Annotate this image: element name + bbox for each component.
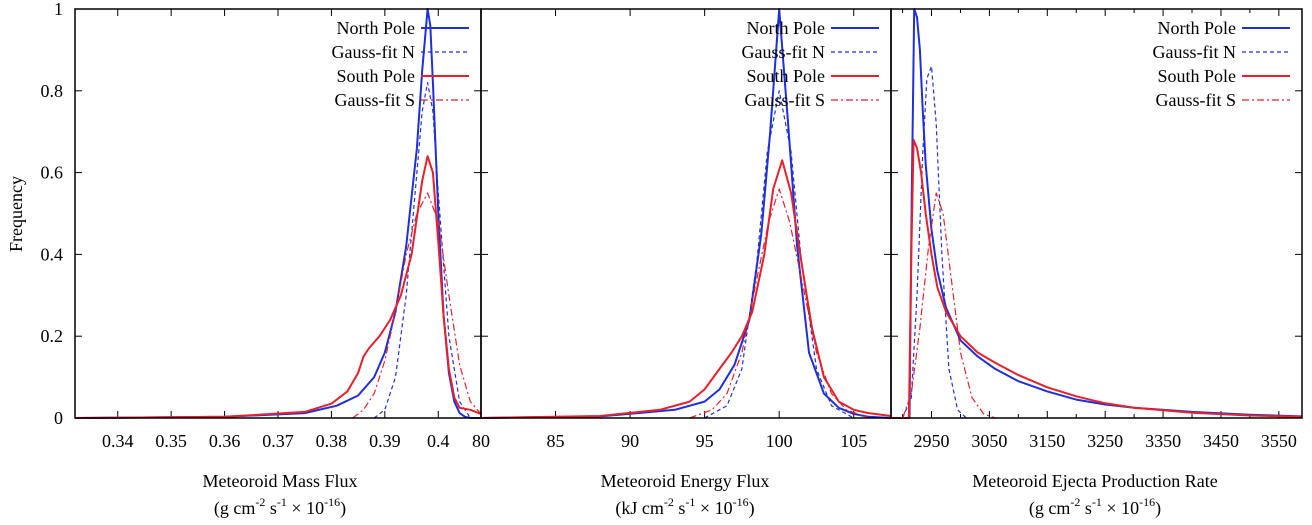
x-axis-unit-energy: (kJ cm-2 s-1 × 10-16)	[615, 495, 754, 519]
series-line-north-pole	[480, 8, 892, 419]
x-tick-label: 2950	[914, 431, 950, 451]
x-tick-label: 0.38	[316, 431, 348, 451]
x-tick-label: 80	[472, 431, 490, 451]
x-axis-unit-ejecta: (g cm-2 s-1 × 10-16)	[1029, 495, 1161, 519]
series-line-gauss-fit-s	[352, 192, 482, 419]
panel-plot-2: 80 85 90 95 100 105 North Pole Gauss-fit N South…	[472, 8, 892, 451]
x-tick-label: 0.39	[369, 431, 401, 451]
series-line-gauss-fit-s	[902, 192, 996, 419]
legend-label: Gauss-fit N	[1153, 42, 1237, 62]
series-line-north-pole	[891, 8, 1303, 419]
legend-label: South Pole	[746, 66, 825, 86]
series-line-south-pole	[891, 138, 1303, 419]
x-tick-label: 3050	[971, 431, 1007, 451]
x-tick-label: 3550	[1261, 431, 1297, 451]
series-line-gauss-fit-n	[704, 90, 854, 419]
panel-ejecta-rate: Meteoroid Ejecta Production Rate (g cm-2…	[972, 471, 1217, 519]
legend-label: North Pole	[747, 18, 826, 38]
y-tick-label: 0.8	[41, 81, 64, 101]
panel-frame	[74, 8, 482, 419]
y-tick-label: 0.2	[41, 326, 64, 346]
x-tick-label: 3450	[1203, 431, 1239, 451]
panel-mass-flux: Meteoroid Mass Flux (g cm-2 s-1 × 10-16)	[203, 471, 358, 519]
legend-label: Gauss-fit S	[335, 90, 416, 110]
x-tick-label: 3150	[1029, 431, 1065, 451]
x-axis-unit-mass: (g cm-2 s-1 × 10-16)	[214, 495, 346, 519]
legend-label: Gauss-fit S	[745, 90, 826, 110]
x-tick-label: 0.34	[102, 431, 134, 451]
x-tick-label: 85	[547, 431, 565, 451]
legend-label: Gauss-fit N	[742, 42, 826, 62]
y-tick-label: 0	[54, 408, 63, 428]
x-tick-label: 90	[621, 431, 639, 451]
panel-frame	[480, 8, 892, 419]
panel-frame	[890, 8, 1303, 419]
x-tick-label: 0.37	[262, 431, 294, 451]
x-tick-label: 100	[766, 431, 793, 451]
series-line-south-pole	[480, 159, 892, 419]
series-line-south-pole	[74, 155, 482, 419]
y-tick-label: 0.6	[41, 163, 64, 183]
panel-energy-flux: Meteoroid Energy Flux (kJ cm-2 s-1 × 10-…	[601, 471, 770, 519]
x-tick-label: 95	[696, 431, 714, 451]
x-tick-label: 105	[840, 431, 867, 451]
legend-label: South Pole	[1157, 66, 1236, 86]
series-line-gauss-fit-s	[689, 188, 869, 419]
x-tick-label: 3350	[1145, 431, 1181, 451]
plot-layer: 0 0.2 0.4 0.6 0.8 1 0.34 0.35 0.36 0.37 0.38 0.39 0.…	[41, 0, 1303, 451]
y-axis-label: Frequency	[6, 176, 26, 252]
panel-plot-3: 2950 3050 3150 3250 3350 3450 3550 North Pole Ga…	[890, 8, 1303, 451]
panel-plot-1: 0 0.2 0.4 0.6 0.8 1 0.34 0.35 0.36 0.37 0.38 0.39 0.…	[41, 0, 482, 451]
legend-label: Gauss-fit S	[1156, 90, 1237, 110]
x-axis-label-ejecta: Meteoroid Ejecta Production Rate	[972, 471, 1217, 491]
y-tick-label: 1	[54, 0, 63, 19]
x-axis-label-energy: Meteoroid Energy Flux	[601, 471, 770, 491]
x-tick-label: 0.35	[155, 431, 187, 451]
x-axis-label-mass: Meteoroid Mass Flux	[203, 471, 358, 491]
x-tick-label: 0.36	[209, 431, 241, 451]
x-tick-label: 3250	[1087, 431, 1123, 451]
x-tick-label: 0.4	[427, 431, 450, 451]
legend-label: Gauss-fit N	[332, 42, 416, 62]
y-tick-label: 0.4	[41, 244, 64, 264]
series-line-north-pole	[74, 8, 481, 419]
legend-label: North Pole	[1158, 18, 1237, 38]
series-line-gauss-fit-n	[373, 81, 471, 419]
legend-label: South Pole	[336, 66, 415, 86]
legend-label: North Pole	[337, 18, 416, 38]
